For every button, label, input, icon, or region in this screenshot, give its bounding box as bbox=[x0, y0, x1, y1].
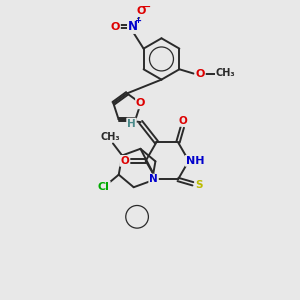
Text: O: O bbox=[178, 116, 187, 126]
Text: O: O bbox=[136, 6, 146, 16]
Text: CH₃: CH₃ bbox=[215, 68, 235, 78]
Text: O: O bbox=[136, 98, 146, 108]
Text: O: O bbox=[195, 69, 205, 79]
Text: CH₃: CH₃ bbox=[100, 132, 120, 142]
Text: O: O bbox=[120, 156, 129, 166]
Text: O: O bbox=[110, 22, 120, 32]
Text: +: + bbox=[134, 16, 141, 25]
Text: H: H bbox=[127, 118, 136, 128]
Text: NH: NH bbox=[186, 156, 204, 166]
Text: Cl: Cl bbox=[98, 182, 110, 192]
Text: N: N bbox=[149, 175, 158, 184]
Text: S: S bbox=[196, 180, 203, 190]
Text: −: − bbox=[140, 1, 151, 13]
Text: N: N bbox=[128, 20, 138, 33]
